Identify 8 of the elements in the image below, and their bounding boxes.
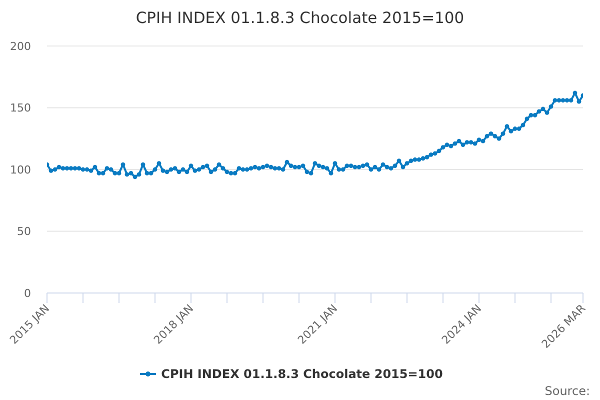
chart-title: CPIH INDEX 01.1.8.3 Chocolate 2015=100 bbox=[134, 9, 466, 27]
y-tick-label: 200 bbox=[10, 40, 31, 53]
y-tick-label: 150 bbox=[10, 102, 31, 115]
y-tick-label: 0 bbox=[24, 286, 31, 300]
source-note: Source: bbox=[544, 384, 590, 398]
legend-label: CPIH INDEX 01.1.8.3 Chocolate 2015=100 bbox=[161, 367, 443, 381]
y-tick-label: 100 bbox=[10, 163, 31, 176]
y-tick-label: 50 bbox=[17, 225, 31, 238]
